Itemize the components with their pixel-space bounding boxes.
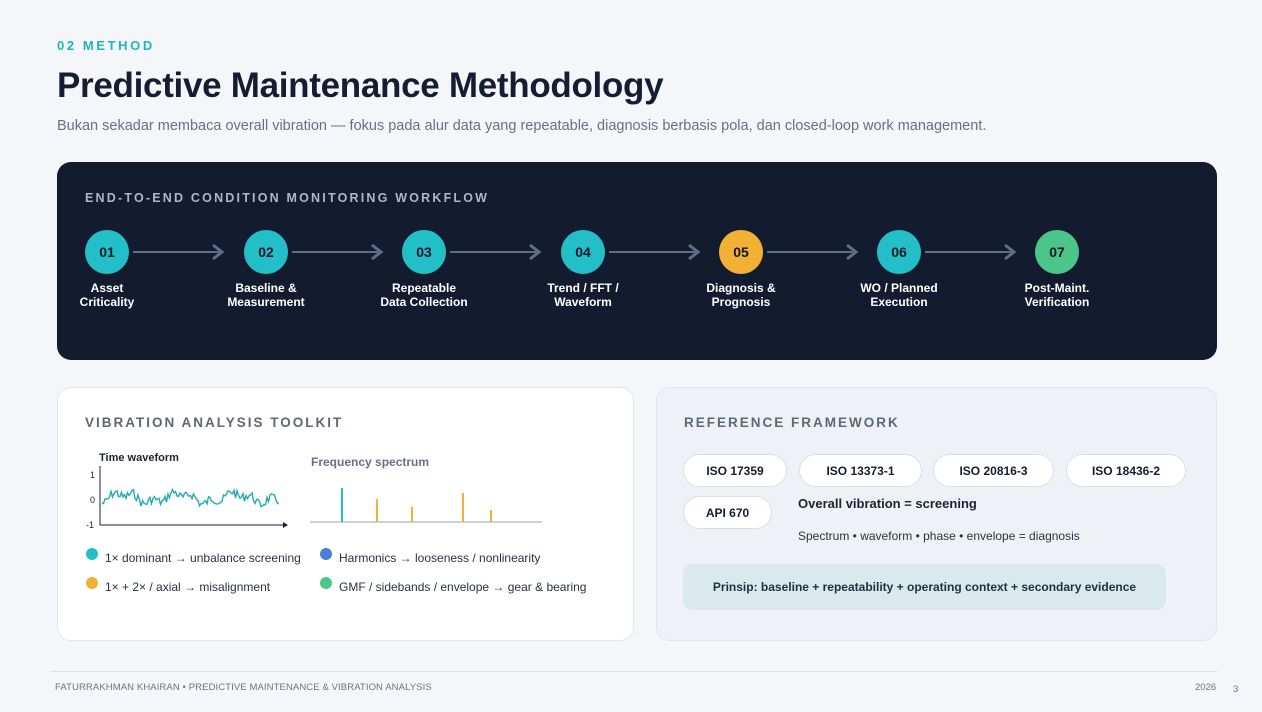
step-number-badge: 03 bbox=[402, 230, 446, 274]
step-label: Asset Criticality bbox=[79, 281, 135, 309]
arrow-right-icon bbox=[292, 243, 384, 261]
footer-credit: FATURRAKHMAN KHAIRAN • PREDICTIVE MAINTE… bbox=[55, 682, 432, 693]
pill-iso-20816-3: ISO 20816-3 bbox=[933, 454, 1054, 487]
pill-iso-17359: ISO 17359 bbox=[683, 454, 787, 487]
legend-dot-orange bbox=[86, 577, 98, 589]
step-number-badge: 02 bbox=[244, 230, 288, 274]
step-number-badge: 01 bbox=[85, 230, 129, 274]
step-label: Baseline & Measurement bbox=[227, 281, 305, 309]
arrow-right-icon bbox=[133, 243, 225, 261]
step-number-badge: 06 bbox=[877, 230, 921, 274]
legend-item-misalignment: 1× + 2× / axial → misalignment bbox=[105, 580, 271, 594]
principle-banner: Prinsip: baseline + repeatability + oper… bbox=[683, 564, 1166, 610]
step-number-badge: 05 bbox=[719, 230, 763, 274]
toolkit-card: VIBRATION ANALYSIS TOOLKIT 1 0 -1 Time w… bbox=[57, 387, 634, 641]
waveform-tick-1: 1 bbox=[90, 470, 95, 480]
workflow-title: END-TO-END CONDITION MONITORING WORKFLOW bbox=[85, 191, 490, 205]
eyebrow: 02 METHOD bbox=[57, 38, 155, 53]
workflow-panel: END-TO-END CONDITION MONITORING WORKFLOW… bbox=[57, 162, 1217, 360]
screening-statement: Overall vibration = screening bbox=[798, 496, 977, 511]
pill-iso-18436-2: ISO 18436-2 bbox=[1066, 454, 1186, 487]
waveform-tick-neg1: -1 bbox=[86, 520, 94, 530]
legend-dot-teal bbox=[86, 548, 98, 560]
toolkit-title: VIBRATION ANALYSIS TOOLKIT bbox=[85, 415, 344, 430]
arrow-right-icon bbox=[767, 243, 859, 261]
step-label: Trend / FFT / Waveform bbox=[547, 281, 619, 309]
spectrum-title: Frequency spectrum bbox=[311, 455, 430, 469]
step-number-badge: 04 bbox=[561, 230, 605, 274]
step-label: Post-Maint. Verification bbox=[1024, 281, 1090, 309]
pill-iso-13373-1: ISO 13373-1 bbox=[799, 454, 922, 487]
reference-card: REFERENCE FRAMEWORK ISO 17359 ISO 13373-… bbox=[656, 387, 1217, 641]
legend-dot-blue bbox=[320, 548, 332, 560]
waveform-signal-line bbox=[101, 487, 279, 508]
time-waveform-chart: 1 0 -1 bbox=[86, 466, 288, 530]
page-number: 3 bbox=[1233, 684, 1239, 695]
footer-year: 2026 bbox=[1195, 682, 1217, 693]
legend-item-unbalance: 1× dominant → unbalance screening bbox=[105, 551, 301, 565]
reference-title: REFERENCE FRAMEWORK bbox=[684, 415, 900, 430]
footer-divider bbox=[50, 671, 1217, 672]
page-title: Predictive Maintenance Methodology bbox=[57, 66, 664, 105]
arrow-right-icon bbox=[609, 243, 701, 261]
legend-item-gear-bearing: GMF / sidebands / envelope → gear & bear… bbox=[339, 580, 587, 594]
legend-dot-green bbox=[320, 577, 332, 589]
legend-item-looseness: Harmonics → looseness / nonlinearity bbox=[339, 551, 541, 565]
arrow-right-icon bbox=[925, 243, 1017, 261]
step-label: Repeatable Data Collection bbox=[380, 281, 468, 309]
waveform-tick-0: 0 bbox=[90, 495, 95, 505]
waveform-axis-arrow bbox=[283, 522, 288, 528]
arrow-right-icon bbox=[450, 243, 542, 261]
frequency-spectrum-chart bbox=[310, 488, 542, 523]
page-subtitle: Bukan sekadar membaca overall vibration … bbox=[57, 118, 987, 134]
step-label: Diagnosis & Prognosis bbox=[706, 281, 776, 309]
step-label: WO / Planned Execution bbox=[860, 281, 938, 309]
diagnosis-statement: Spectrum • waveform • phase • envelope =… bbox=[798, 529, 1080, 543]
pill-api-670: API 670 bbox=[683, 496, 772, 529]
step-number-badge: 07 bbox=[1035, 230, 1079, 274]
waveform-title: Time waveform bbox=[99, 452, 179, 464]
